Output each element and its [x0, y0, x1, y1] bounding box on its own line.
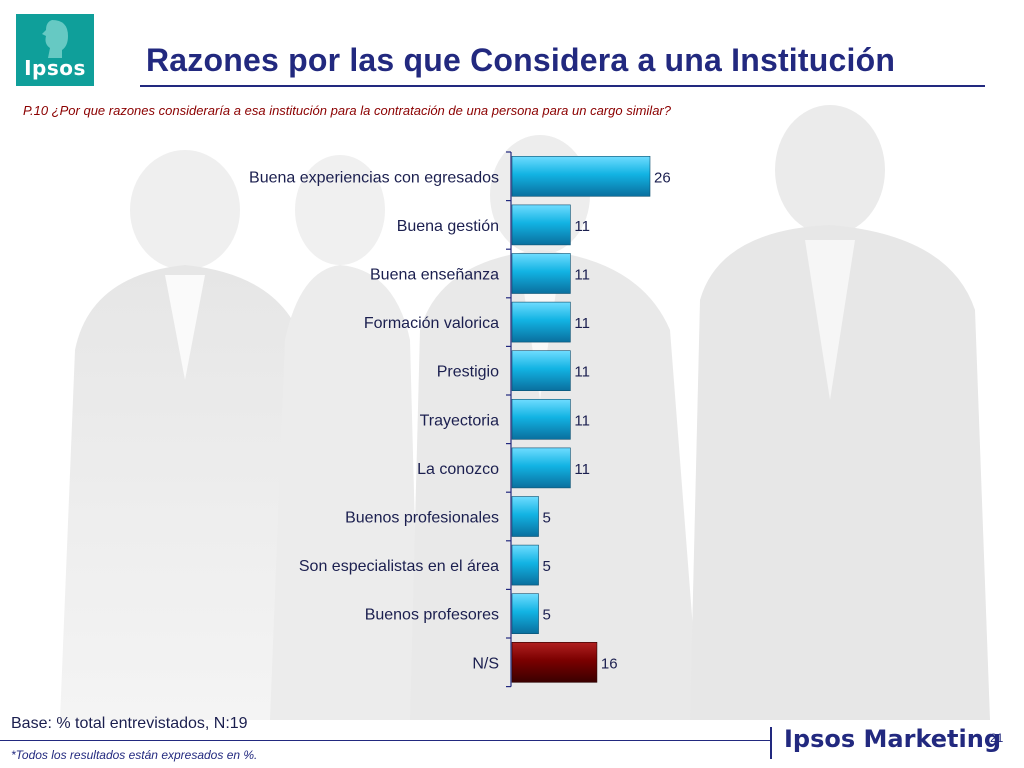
base-note: Base: % total entrevistados, N:19 — [11, 715, 248, 732]
category-label: Buena experiencias con egresados — [249, 169, 499, 186]
data-label: 5 — [543, 607, 551, 624]
category-label: La conozco — [417, 461, 499, 478]
bar-chart: Buena experiencias con egresados 26 Buena … — [249, 151, 671, 688]
bar-1 — [511, 204, 571, 246]
logo-text: Ipsos — [24, 56, 86, 80]
data-label: 26 — [654, 169, 671, 186]
title-divider — [140, 85, 985, 87]
data-label: 11 — [574, 364, 590, 381]
bar-10 — [511, 641, 598, 683]
data-label: 11 — [574, 461, 590, 478]
category-label: Son especialistas en el área — [299, 558, 499, 575]
bar-6 — [511, 447, 571, 489]
data-label: 5 — [543, 510, 551, 527]
data-label: 11 — [574, 267, 590, 284]
bar-3 — [511, 301, 571, 343]
bar-8 — [511, 544, 539, 586]
face-profile-icon — [42, 20, 68, 58]
page-number: 21 — [990, 731, 1004, 745]
bar-9 — [511, 593, 539, 635]
bar-0 — [511, 155, 651, 197]
category-label: Prestigio — [437, 364, 499, 381]
category-label: Buenos profesionales — [345, 510, 499, 527]
data-label: 11 — [574, 315, 590, 332]
category-label: Buena enseñanza — [370, 267, 499, 284]
question-text: P.10 ¿Por que razones consideraría a esa… — [23, 103, 671, 118]
footer-vertical-divider — [770, 727, 772, 759]
ipsos-logo: Ipsos — [16, 14, 94, 86]
bar-7 — [511, 496, 539, 537]
data-label: 16 — [601, 655, 618, 672]
bar-2 — [511, 253, 571, 294]
page-title: Razones por las que Considera a una Inst… — [146, 42, 896, 78]
bar-5 — [511, 398, 571, 440]
category-label: Buena gestión — [397, 218, 499, 235]
data-label: 11 — [574, 412, 590, 429]
category-label: N/S — [472, 655, 499, 672]
data-label: 5 — [543, 558, 551, 575]
footer-divider — [0, 740, 770, 741]
category-label: Formación valorica — [364, 315, 499, 332]
brand-name: Ipsos Marketing — [784, 725, 1001, 753]
data-label: 11 — [574, 218, 590, 235]
category-label: Trayectoria — [420, 412, 500, 429]
footnote: *Todos los resultados están expresados e… — [11, 748, 258, 762]
bar-4 — [511, 350, 571, 391]
category-label: Buenos profesores — [365, 607, 499, 624]
